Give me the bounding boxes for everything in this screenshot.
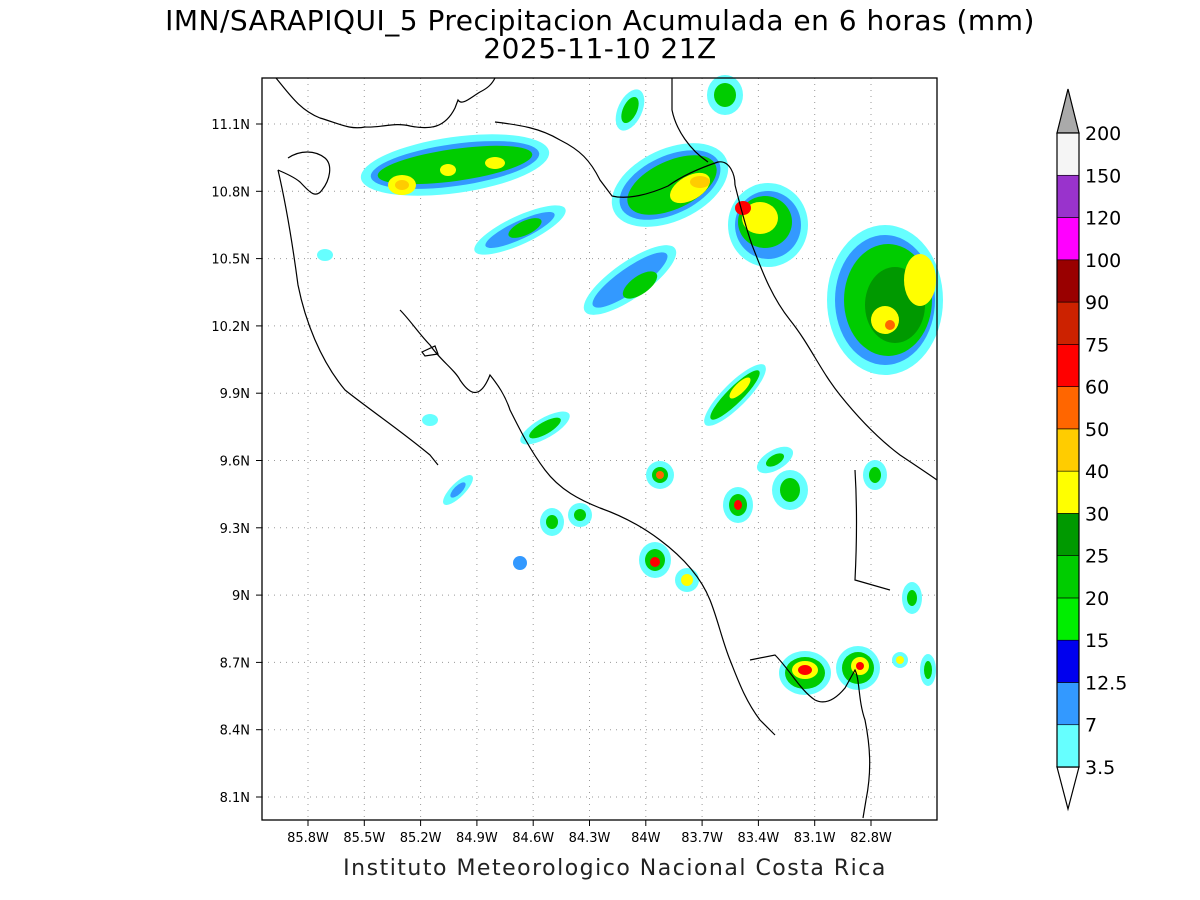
y-tick-label: 10.5N <box>211 253 250 268</box>
x-tick-label: 84W <box>631 831 661 846</box>
x-tick-label: 83.7W <box>681 831 723 846</box>
rain-cell-caribbean <box>827 225 943 375</box>
y-tick-label: 9.3N <box>220 522 250 537</box>
x-tick-label: 83.1W <box>794 831 836 846</box>
colorbar-label: 15 <box>1085 630 1109 652</box>
colorbar-segment <box>1056 724 1080 768</box>
x-tick-label: 85.8W <box>287 831 329 846</box>
y-tick-label: 10.8N <box>211 185 250 200</box>
colorbar-segment <box>1056 344 1080 387</box>
colorbar-label: 25 <box>1085 546 1109 568</box>
colorbar-segment <box>1056 682 1080 726</box>
map-panel <box>262 78 937 820</box>
colorbar-label: 20 <box>1085 588 1109 610</box>
y-tick-label: 9.6N <box>220 455 250 470</box>
colorbar-label: 150 <box>1085 165 1121 187</box>
colorbar-label: 60 <box>1085 377 1109 399</box>
precipitation-field <box>317 75 943 695</box>
colorbar: 3.5 7 12.5 15 20 25 30 40 50 60 75 90 100 120 150 200 <box>1056 88 1127 812</box>
colorbar-segment <box>1056 639 1080 683</box>
colorbar-label: 200 <box>1085 123 1121 145</box>
x-tick-label: 84.6W <box>512 831 554 846</box>
x-tick-label: 83.4W <box>737 831 779 846</box>
colorbar-label: 50 <box>1085 419 1109 441</box>
colorbar-label: 12.5 <box>1085 672 1127 694</box>
colorbar-segment <box>1056 132 1080 176</box>
grid-lines <box>262 78 937 820</box>
y-tick-label: 11.1N <box>211 118 250 133</box>
coastlines <box>275 77 938 819</box>
footer-credit: Instituto Meteorologico Nacional Costa R… <box>343 856 887 881</box>
colorbar-label: 3.5 <box>1085 757 1115 779</box>
colorbar-label: 7 <box>1085 715 1097 737</box>
x-tick-label: 82.8W <box>850 831 892 846</box>
colorbar-over-triangle <box>1056 88 1080 134</box>
colorbar-label: 40 <box>1085 461 1109 483</box>
rain-streaks <box>317 75 922 614</box>
y-tick-label: 8.1N <box>220 791 250 806</box>
colorbar-label: 75 <box>1085 334 1109 356</box>
map-frame <box>261 77 938 821</box>
y-tick-label: 8.4N <box>220 724 250 739</box>
map-datetime: 2025-11-10 21Z <box>483 32 717 65</box>
colorbar-label: 100 <box>1085 250 1121 272</box>
colorbar-segment <box>1056 301 1080 345</box>
colorbar-outline <box>1056 132 1080 768</box>
rain-cell-north-central <box>611 143 729 227</box>
colorbar-segment <box>1056 428 1080 472</box>
x-tick-label: 85.5W <box>343 831 385 846</box>
y-tick-label: 9N <box>232 589 250 604</box>
colorbar-segment <box>1056 259 1080 303</box>
colorbar-segment <box>1056 470 1080 514</box>
colorbar-segment <box>1056 555 1080 599</box>
rain-cell-north-west <box>360 134 550 196</box>
x-tick-label: 84.9W <box>456 831 498 846</box>
colorbar-label: 90 <box>1085 292 1109 314</box>
colorbar-segment <box>1056 217 1080 261</box>
y-tick-label: 8.7N <box>220 656 250 671</box>
colorbar-segment <box>1056 513 1080 556</box>
x-tick-label: 84.3W <box>569 831 611 846</box>
map-title: IMN/SARAPIQUI_5 Precipitacion Acumulada … <box>165 4 1035 37</box>
rain-cell-north-east <box>728 183 808 267</box>
colorbar-label: 30 <box>1085 503 1109 525</box>
x-tick-label: 85.2W <box>400 831 442 846</box>
colorbar-label: 120 <box>1085 208 1121 230</box>
colorbar-segment <box>1056 174 1080 218</box>
latitude-axis: 11.1N 10.8N 10.5N 10.2N 9.9N 9.6N 9.3N 9N 8.7N 8.… <box>211 118 262 806</box>
rain-cell-south <box>779 646 936 695</box>
colorbar-segment <box>1056 597 1080 641</box>
colorbar-under-triangle <box>1056 766 1080 812</box>
colorbar-segment <box>1056 386 1080 430</box>
y-tick-label: 10.2N <box>211 320 250 335</box>
y-tick-label: 9.9N <box>220 387 250 402</box>
longitude-axis: 85.8W 85.5W 85.2W 84.9W 84.6W 84.3W 84W 83.7W 83… <box>287 820 892 846</box>
